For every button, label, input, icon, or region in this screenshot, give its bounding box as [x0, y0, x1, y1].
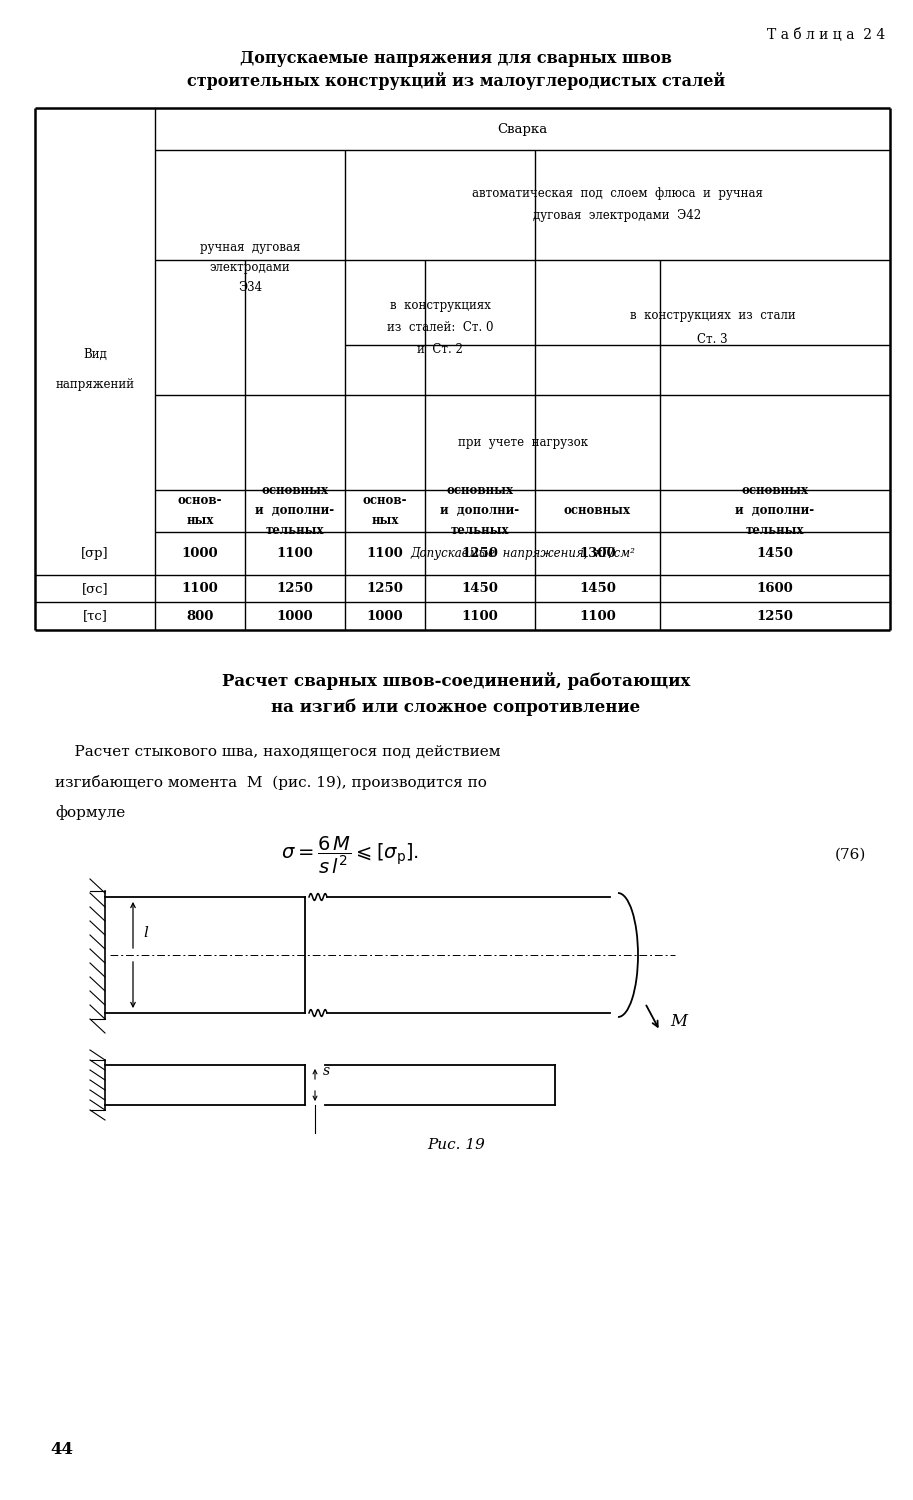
Text: [σc]: [σc] — [81, 582, 109, 596]
Text: Вид: Вид — [83, 348, 107, 360]
Text: 1100: 1100 — [579, 609, 616, 622]
Text: ручная  дуговая: ручная дуговая — [200, 242, 300, 254]
Text: основных: основных — [446, 484, 513, 498]
Text: основ-: основ- — [178, 495, 222, 507]
Text: изгибающего момента  M  (рис. 19), производится по: изгибающего момента M (рис. 19), произво… — [55, 776, 487, 790]
Text: $\sigma = \dfrac{6\,M}{s\,l^{2}} \leqslant [\sigma_{\rm p}].$: $\sigma = \dfrac{6\,M}{s\,l^{2}} \leqsla… — [281, 834, 419, 876]
Text: Рис. 19: Рис. 19 — [427, 1138, 485, 1152]
Text: 800: 800 — [186, 609, 214, 622]
Text: 1000: 1000 — [182, 548, 218, 560]
Text: 1100: 1100 — [182, 582, 218, 596]
Text: основных: основных — [564, 504, 631, 518]
Text: и  дополни-: и дополни- — [256, 504, 334, 518]
Text: тельных: тельных — [266, 525, 324, 537]
Text: автоматическая  под  слоем  флюса  и  ручная: автоматическая под слоем флюса и ручная — [472, 186, 763, 200]
Text: Расчет стыкового шва, находящегося под действием: Расчет стыкового шва, находящегося под д… — [55, 746, 500, 759]
Text: на изгиб или сложное сопротивление: на изгиб или сложное сопротивление — [271, 698, 641, 715]
Text: тельных: тельных — [746, 525, 804, 537]
Text: строительных конструкций из малоуглеродистых сталей: строительных конструкций из малоуглероди… — [187, 72, 725, 90]
Text: при  учете  нагрузок: при учете нагрузок — [457, 436, 587, 448]
Text: основных: основных — [741, 484, 809, 498]
Text: ных: ных — [186, 514, 214, 528]
Text: [σp]: [σp] — [81, 548, 109, 560]
Text: и  дополни-: и дополни- — [736, 504, 814, 518]
Text: Расчет сварных швов-соединений, работающих: Расчет сварных швов-соединений, работающ… — [222, 672, 690, 690]
Text: 1100: 1100 — [462, 609, 498, 622]
Text: 1450: 1450 — [757, 548, 793, 560]
Text: основ-: основ- — [362, 495, 407, 507]
Text: и  Ст. 2: и Ст. 2 — [417, 344, 463, 355]
Text: l: l — [143, 926, 148, 940]
Text: Т а б л и ц а  2 4: Т а б л и ц а 2 4 — [767, 28, 885, 42]
Text: 1250: 1250 — [462, 548, 498, 560]
Text: [τc]: [τc] — [82, 609, 108, 622]
Text: из  сталей:  Ст. 0: из сталей: Ст. 0 — [387, 321, 493, 334]
Text: 1250: 1250 — [757, 609, 793, 622]
Text: 1600: 1600 — [757, 582, 793, 596]
Text: формуле: формуле — [55, 806, 125, 820]
Text: и  дополни-: и дополни- — [440, 504, 519, 518]
Text: 1250: 1250 — [366, 582, 404, 596]
Text: Ст. 3: Ст. 3 — [698, 333, 728, 346]
Text: M: M — [670, 1013, 687, 1029]
Text: основных: основных — [261, 484, 329, 498]
Text: Допускаемые напряжения для сварных швов: Допускаемые напряжения для сварных швов — [240, 50, 672, 68]
Text: напряжений: напряжений — [56, 378, 134, 390]
Text: (76): (76) — [834, 847, 866, 862]
Text: ных: ных — [372, 514, 399, 528]
Text: электродами: электродами — [210, 261, 290, 274]
Text: Э34: Э34 — [238, 280, 262, 294]
Text: Сварка: Сварка — [498, 123, 548, 135]
Text: 1000: 1000 — [277, 609, 313, 622]
Text: в  конструкциях: в конструкциях — [390, 298, 490, 312]
Text: 1100: 1100 — [277, 548, 313, 560]
Text: 1100: 1100 — [367, 548, 404, 560]
Text: s: s — [323, 1064, 331, 1078]
Text: Допускаемые  напряжения,  кГ/см²: Допускаемые напряжения, кГ/см² — [410, 548, 635, 560]
Text: 1250: 1250 — [277, 582, 313, 596]
Text: 1000: 1000 — [367, 609, 404, 622]
Text: 1450: 1450 — [462, 582, 498, 596]
Text: дуговая  электродами  Э42: дуговая электродами Э42 — [533, 209, 701, 222]
Text: тельных: тельных — [451, 525, 509, 537]
Text: 1300: 1300 — [579, 548, 615, 560]
Text: в  конструкциях  из  стали: в конструкциях из стали — [630, 309, 795, 322]
Text: 1450: 1450 — [579, 582, 616, 596]
Text: 44: 44 — [50, 1442, 73, 1458]
